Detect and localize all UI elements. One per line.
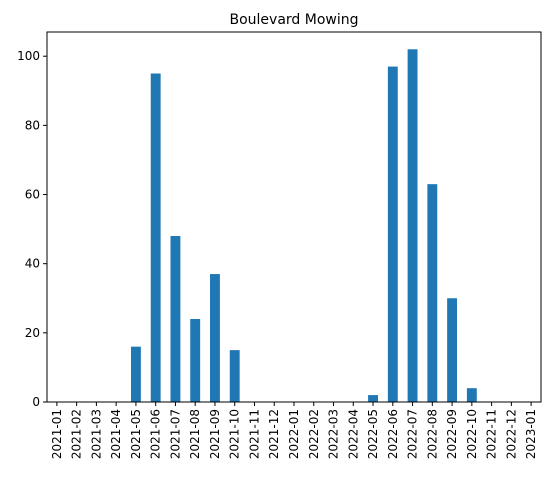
x-tick-label: 2021-10 — [228, 409, 242, 459]
x-tick-label: 2021-11 — [247, 409, 261, 459]
x-tick-label: 2022-11 — [485, 409, 499, 459]
x-tick-label: 2022-04 — [346, 409, 360, 459]
bar-2022-06 — [387, 66, 398, 402]
x-tick-label: 2021-04 — [109, 409, 123, 459]
x-tick-label: 2021-09 — [208, 409, 222, 459]
x-tick-label: 2022-03 — [327, 409, 341, 459]
x-axis-ticks: 2021-01 2021-02 2021-03 2021-04 2021-05 2021-… — [50, 402, 538, 459]
x-tick-label: 2021-01 — [50, 409, 64, 459]
y-tick-label: 40 — [25, 257, 40, 271]
x-tick-label: 2021-07 — [168, 409, 182, 459]
bar-2022-09 — [447, 298, 458, 402]
bar-2021-05 — [130, 346, 141, 402]
x-tick-label: 2022-06 — [386, 409, 400, 459]
y-tick-label: 60 — [25, 188, 40, 202]
x-tick-label: 2022-01 — [287, 409, 301, 459]
x-tick-label: 2021-08 — [188, 409, 202, 459]
bar-2021-10 — [229, 350, 240, 402]
bar-2021-07 — [170, 236, 181, 402]
bar-2021-06 — [150, 73, 161, 402]
y-tick-label: 100 — [17, 49, 40, 63]
y-tick-label: 0 — [32, 395, 40, 409]
x-tick-label: 2022-08 — [425, 409, 439, 459]
x-tick-label: 2021-06 — [149, 409, 163, 459]
x-tick-label: 2022-05 — [366, 409, 380, 459]
bar-2022-10 — [466, 388, 477, 402]
bar-2022-08 — [427, 184, 438, 402]
y-tick-label: 20 — [25, 326, 40, 340]
bar-2021-08 — [190, 319, 201, 402]
bar-2021-09 — [210, 274, 220, 402]
x-tick-label: 2021-05 — [129, 409, 143, 459]
x-tick-label: 2021-03 — [89, 409, 103, 459]
y-axis-ticks: 0 20 40 60 80 100 — [17, 49, 47, 409]
x-tick-label: 2022-12 — [504, 409, 518, 459]
x-tick-label: 2022-10 — [465, 409, 479, 459]
x-tick-label: 2022-02 — [307, 409, 321, 459]
x-tick-label: 2023-01 — [524, 409, 538, 459]
y-tick-label: 80 — [25, 118, 40, 132]
x-tick-label: 2021-12 — [267, 409, 281, 459]
x-tick-label: 2022-07 — [406, 409, 420, 459]
bar-2022-07 — [407, 49, 418, 402]
bar-2022-05 — [368, 395, 378, 402]
plot-frame — [46, 31, 542, 403]
chart-title: Boulevard Mowing — [229, 12, 358, 28]
x-tick-label: 2021-02 — [70, 409, 84, 459]
x-tick-label: 2022-09 — [445, 409, 459, 459]
bars-group — [130, 49, 477, 402]
